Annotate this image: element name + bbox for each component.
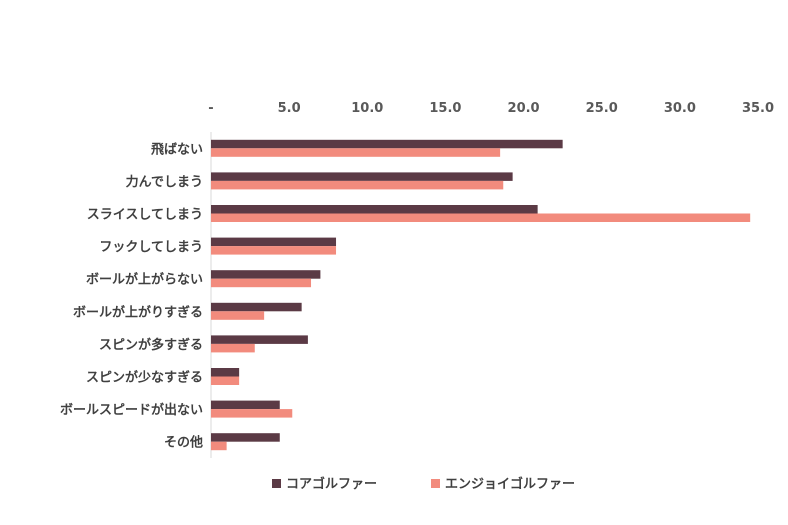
bar-series-2 <box>211 278 312 288</box>
bar-series-2 <box>211 246 337 255</box>
category-label: 力んでしまう <box>126 174 203 190</box>
category-label: ボールスピードが出ない <box>60 402 203 418</box>
category-labels: 飛ばない力んでしまうスライスしてしまうフックしてしまうボールが上がらないボールが… <box>60 142 203 450</box>
bar-series-1 <box>211 237 337 247</box>
bar-series-2 <box>211 213 751 222</box>
x-tick-label: 35.0 <box>742 101 774 116</box>
bars <box>211 139 751 451</box>
category-label: その他 <box>164 435 203 451</box>
bar-series-2 <box>211 343 255 353</box>
x-axis-ticks: - 5.0 10.0 15.0 20.0 25.0 30.0 35.0 <box>208 101 774 116</box>
bar-series-1 <box>211 433 280 442</box>
x-tick-label: 25.0 <box>586 101 618 116</box>
x-tick-label: 15.0 <box>429 101 461 116</box>
legend: コアゴルファー エンジョイゴルファー <box>272 476 575 492</box>
x-tick-label: 10.0 <box>351 101 383 116</box>
bar-series-2 <box>211 441 227 451</box>
x-tick-label: - <box>208 101 213 116</box>
bar-series-1 <box>211 139 563 149</box>
bar-series-1 <box>211 368 240 377</box>
category-label: ボールが上がらない <box>86 272 203 288</box>
x-tick-label: 20.0 <box>508 101 540 116</box>
bar-series-1 <box>211 302 302 312</box>
bar-series-1 <box>211 400 280 410</box>
bar-series-1 <box>211 335 308 344</box>
bar-series-1 <box>211 270 321 279</box>
bar-series-2 <box>211 311 265 320</box>
category-label: ボールが上がりすぎる <box>73 304 203 320</box>
bar-series-2 <box>211 409 293 418</box>
category-label: スピンが多すぎる <box>99 337 203 353</box>
bar-series-2 <box>211 376 240 385</box>
legend-label: コアゴルファー <box>286 476 377 492</box>
category-label: スライスしてしまう <box>87 208 203 223</box>
category-label: フックしてしまう <box>99 240 203 255</box>
bar-series-2 <box>211 180 504 190</box>
bar-series-1 <box>211 205 538 214</box>
legend-swatch <box>431 479 440 488</box>
bar-series-1 <box>211 172 513 181</box>
legend-label: エンジョイゴルファー <box>445 476 575 492</box>
x-tick-label: 5.0 <box>278 101 301 116</box>
bar-series-2 <box>211 148 501 157</box>
category-label: スピンが少なすぎる <box>86 370 203 386</box>
x-tick-label: 30.0 <box>664 101 696 116</box>
legend-swatch <box>272 479 281 488</box>
category-label: 飛ばない <box>150 142 203 157</box>
